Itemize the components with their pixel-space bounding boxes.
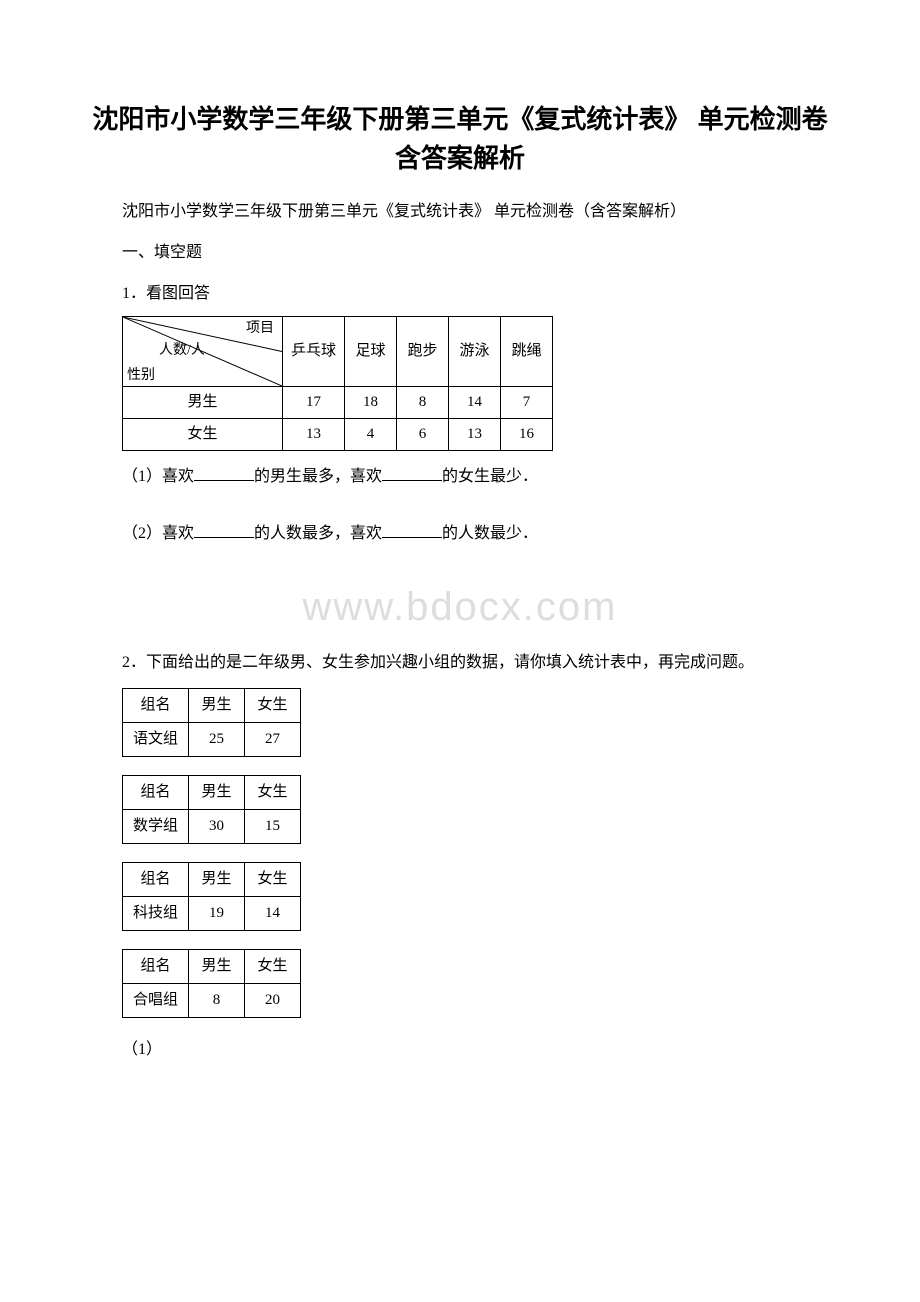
cell: 数学组 — [123, 809, 189, 843]
table-row: 科技组 19 14 — [123, 896, 301, 930]
fill-blank[interactable] — [382, 522, 442, 538]
fill-blank[interactable] — [194, 465, 254, 481]
cell: 语文组 — [123, 722, 189, 756]
table-1-wrap: 项目 人数/人 性别 乒乓球 足球 跑步 游泳 跳绳 男生 17 18 8 14… — [122, 316, 830, 451]
small-tables-wrap: 组名 男生 女生 语文组 25 27 组名 男生 女生 数学组 30 15 组名… — [122, 688, 830, 1018]
cell: 14 — [449, 387, 501, 419]
table-row: 合唱组 8 20 — [123, 983, 301, 1017]
page-title: 沈阳市小学数学三年级下册第三单元《复式统计表》 单元检测卷含答案解析 — [90, 100, 830, 178]
table-row: 组名 男生 女生 — [123, 862, 301, 896]
cell: 4 — [345, 419, 397, 451]
cell: 18 — [345, 387, 397, 419]
fill-blank[interactable] — [382, 465, 442, 481]
col-header: 跳绳 — [501, 317, 553, 387]
cell: 7 — [501, 387, 553, 419]
row-label: 男生 — [123, 387, 283, 419]
header-bottom: 性别 — [127, 368, 155, 385]
col-header: 男生 — [189, 775, 245, 809]
cell: 16 — [501, 419, 553, 451]
section-heading: 一、填空题 — [90, 239, 830, 268]
cell: 19 — [189, 896, 245, 930]
col-header: 女生 — [245, 949, 301, 983]
col-header: 组名 — [123, 688, 189, 722]
table-row: 组名 男生 女生 — [123, 688, 301, 722]
cell: 13 — [449, 419, 501, 451]
small-table-1: 组名 男生 女生 语文组 25 27 — [122, 688, 301, 757]
cell: 25 — [189, 722, 245, 756]
cell: 15 — [245, 809, 301, 843]
cell: 科技组 — [123, 896, 189, 930]
table-1: 项目 人数/人 性别 乒乓球 足球 跑步 游泳 跳绳 男生 17 18 8 14… — [122, 316, 553, 451]
cell: 17 — [283, 387, 345, 419]
col-header: 足球 — [345, 317, 397, 387]
table-row: 女生 13 4 6 13 16 — [123, 419, 553, 451]
small-table-3: 组名 男生 女生 科技组 19 14 — [122, 862, 301, 931]
col-header: 男生 — [189, 949, 245, 983]
text: 的人数最多，喜欢 — [254, 525, 382, 542]
small-table-2: 组名 男生 女生 数学组 30 15 — [122, 775, 301, 844]
cell: 30 — [189, 809, 245, 843]
col-header: 女生 — [245, 862, 301, 896]
header-mid: 人数/人 — [159, 343, 205, 360]
diagonal-header-cell: 项目 人数/人 性别 — [123, 317, 283, 387]
text: （2）喜欢 — [122, 525, 194, 542]
col-header: 游泳 — [449, 317, 501, 387]
text: 的人数最少． — [442, 525, 538, 542]
cell: 14 — [245, 896, 301, 930]
col-header: 男生 — [189, 688, 245, 722]
cell: 8 — [189, 983, 245, 1017]
cell: 8 — [397, 387, 449, 419]
table-row: 项目 人数/人 性别 乒乓球 足球 跑步 游泳 跳绳 — [123, 317, 553, 387]
text: 的女生最少． — [442, 468, 538, 485]
table-row: 男生 17 18 8 14 7 — [123, 387, 553, 419]
col-header: 乒乓球 — [283, 317, 345, 387]
col-header: 组名 — [123, 862, 189, 896]
cell: 6 — [397, 419, 449, 451]
fill-blank[interactable] — [194, 522, 254, 538]
col-header: 组名 — [123, 949, 189, 983]
col-header: 组名 — [123, 775, 189, 809]
col-header: 女生 — [245, 775, 301, 809]
row-label: 女生 — [123, 419, 283, 451]
question-1-sub-2: （2）喜欢 的人数最多，喜欢 的人数最少． — [90, 520, 830, 549]
cell: 13 — [283, 419, 345, 451]
text: （1）喜欢 — [122, 468, 194, 485]
cell: 合唱组 — [123, 983, 189, 1017]
cell: 27 — [245, 722, 301, 756]
small-table-4: 组名 男生 女生 合唱组 8 20 — [122, 949, 301, 1018]
question-2-text: 2．下面给出的是二年级男、女生参加兴趣小组的数据，请你填入统计表中，再完成问题。 — [90, 649, 830, 678]
table-row: 语文组 25 27 — [123, 722, 301, 756]
header-top: 项目 — [246, 321, 274, 338]
question-1-label: 1．看图回答 — [90, 280, 830, 309]
question-2-sub-1: （1） — [90, 1036, 830, 1065]
col-header: 男生 — [189, 862, 245, 896]
text: 的男生最多，喜欢 — [254, 468, 382, 485]
question-1-sub-1: （1）喜欢 的男生最多，喜欢 的女生最少． — [90, 463, 830, 492]
cell: 20 — [245, 983, 301, 1017]
table-row: 组名 男生 女生 — [123, 775, 301, 809]
col-header: 女生 — [245, 688, 301, 722]
table-row: 组名 男生 女生 — [123, 949, 301, 983]
subtitle: 沈阳市小学数学三年级下册第三单元《复式统计表》 单元检测卷（含答案解析） — [90, 198, 830, 227]
col-header: 跑步 — [397, 317, 449, 387]
table-row: 数学组 30 15 — [123, 809, 301, 843]
watermark: www.bdocx.com — [90, 571, 830, 643]
